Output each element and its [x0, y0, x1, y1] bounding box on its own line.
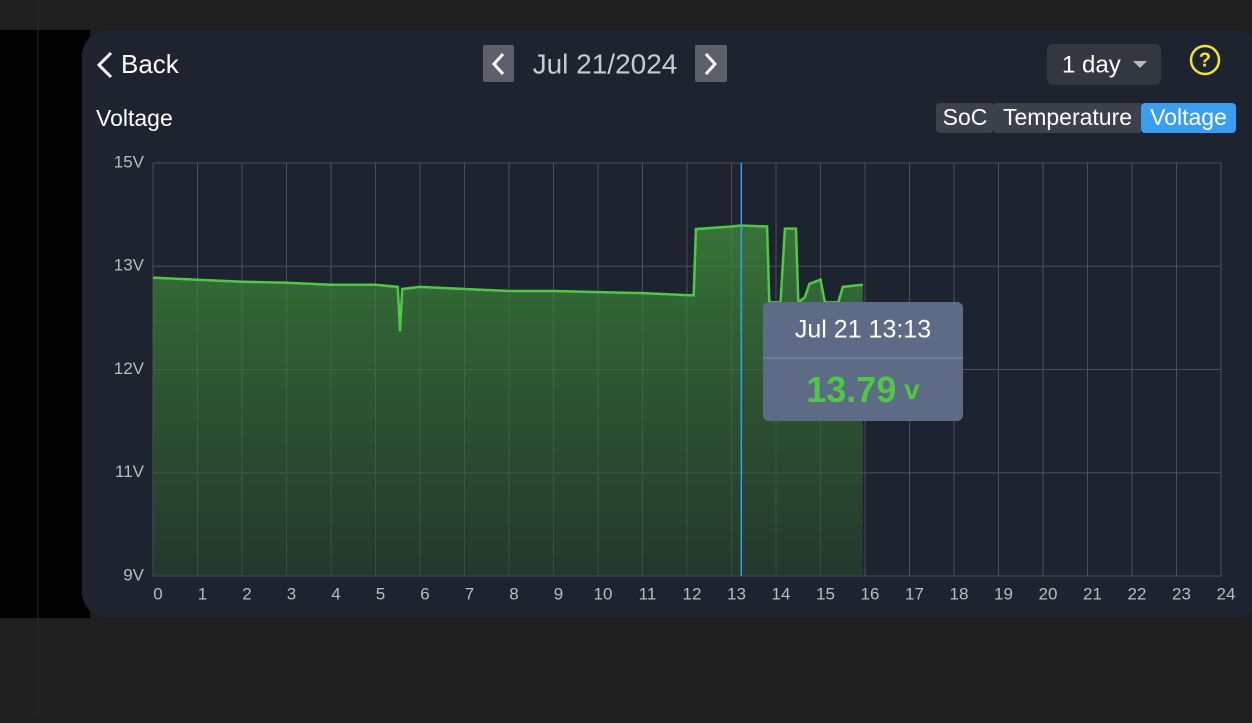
- tab-bg: [936, 103, 994, 133]
- tab-label: Temperature: [1003, 104, 1132, 130]
- y-tick-label: 12V: [114, 359, 145, 378]
- tab-label: Voltage: [1150, 104, 1227, 130]
- x-tick-label: 11: [639, 584, 657, 603]
- x-tick-label: 23: [1172, 584, 1191, 603]
- back-label: Back: [121, 49, 180, 79]
- help-label: ?: [1199, 49, 1211, 71]
- tab-bg: [1141, 103, 1236, 133]
- x-tick-label: 16: [861, 584, 880, 603]
- next-date[interactable]: [695, 45, 727, 82]
- x-tick-label: 20: [1039, 584, 1058, 603]
- tooltip-time: Jul 21 13:13: [795, 316, 931, 344]
- x-tick-label: 18: [950, 584, 969, 603]
- prev-date[interactable]: [483, 45, 514, 82]
- x-tick-label: 13: [727, 584, 746, 603]
- x-tick-label: 5: [376, 584, 385, 603]
- x-tick-label: 1: [198, 584, 207, 603]
- x-tick-label: 7: [465, 584, 474, 603]
- x-tick-label: 17: [905, 584, 924, 603]
- help-circle: [1189, 44, 1221, 76]
- x-tick-label: 3: [287, 584, 296, 603]
- x-tick-label: 22: [1128, 584, 1147, 603]
- next-icon: [704, 52, 718, 76]
- tabs: SoC Temperature Voltage: [936, 103, 1236, 133]
- x-tick-label: 12: [683, 584, 702, 603]
- date-label: Jul 21/2024: [533, 48, 678, 79]
- side-panel: [0, 30, 90, 618]
- y-tick-label: 11V: [115, 462, 145, 481]
- x-tick-label: 0: [153, 584, 162, 603]
- x-tick-label: 6: [420, 584, 429, 603]
- next-button: [695, 45, 727, 82]
- range-label: 1 day: [1062, 51, 1121, 78]
- tab[interactable]: Voltage: [1141, 103, 1236, 133]
- y-tick-label: 9V: [123, 565, 144, 584]
- line: [152, 224, 863, 332]
- help-button[interactable]: ?: [1189, 44, 1221, 76]
- x-tick-label: 4: [331, 584, 340, 603]
- area-fill: [153, 225, 863, 576]
- x-tick-label: 2: [242, 584, 251, 603]
- tab[interactable]: Temperature: [994, 103, 1141, 133]
- dropdown-arrow: [1133, 61, 1147, 68]
- tab[interactable]: SoC: [936, 103, 994, 133]
- prev-button: [483, 45, 514, 82]
- range-dropdown[interactable]: 1 day: [1047, 44, 1161, 85]
- x-tick-label: 10: [594, 584, 613, 603]
- tooltip-unit: v: [904, 374, 920, 405]
- x-tick-label: 19: [994, 584, 1013, 603]
- x-tick-label: 24: [1217, 584, 1236, 603]
- x-tick-label: 15: [816, 584, 835, 603]
- prev-icon: [491, 52, 505, 76]
- tooltip-box: [763, 302, 963, 421]
- back-icon: [96, 51, 113, 79]
- back-button[interactable]: Back: [96, 49, 180, 79]
- x-tick-label: 14: [772, 584, 791, 603]
- tab-label: SoC: [943, 104, 988, 130]
- y-tick-label: 15V: [114, 152, 145, 171]
- tooltip-space: [896, 374, 904, 405]
- chart-title: Voltage: [96, 105, 173, 131]
- x-tick-label: 21: [1083, 584, 1102, 603]
- tab-bg: [994, 103, 1141, 133]
- x-tick-label: 8: [509, 584, 518, 603]
- tooltip-value: 13.79 v: [806, 369, 920, 410]
- tooltip: Jul 21 13:13 13.79 v: [763, 302, 963, 421]
- tooltip-number: 13.79: [806, 369, 896, 410]
- y-tick-label: 13V: [114, 256, 145, 275]
- x-tick-label: 9: [554, 584, 563, 603]
- dropdown-box: [1047, 44, 1161, 85]
